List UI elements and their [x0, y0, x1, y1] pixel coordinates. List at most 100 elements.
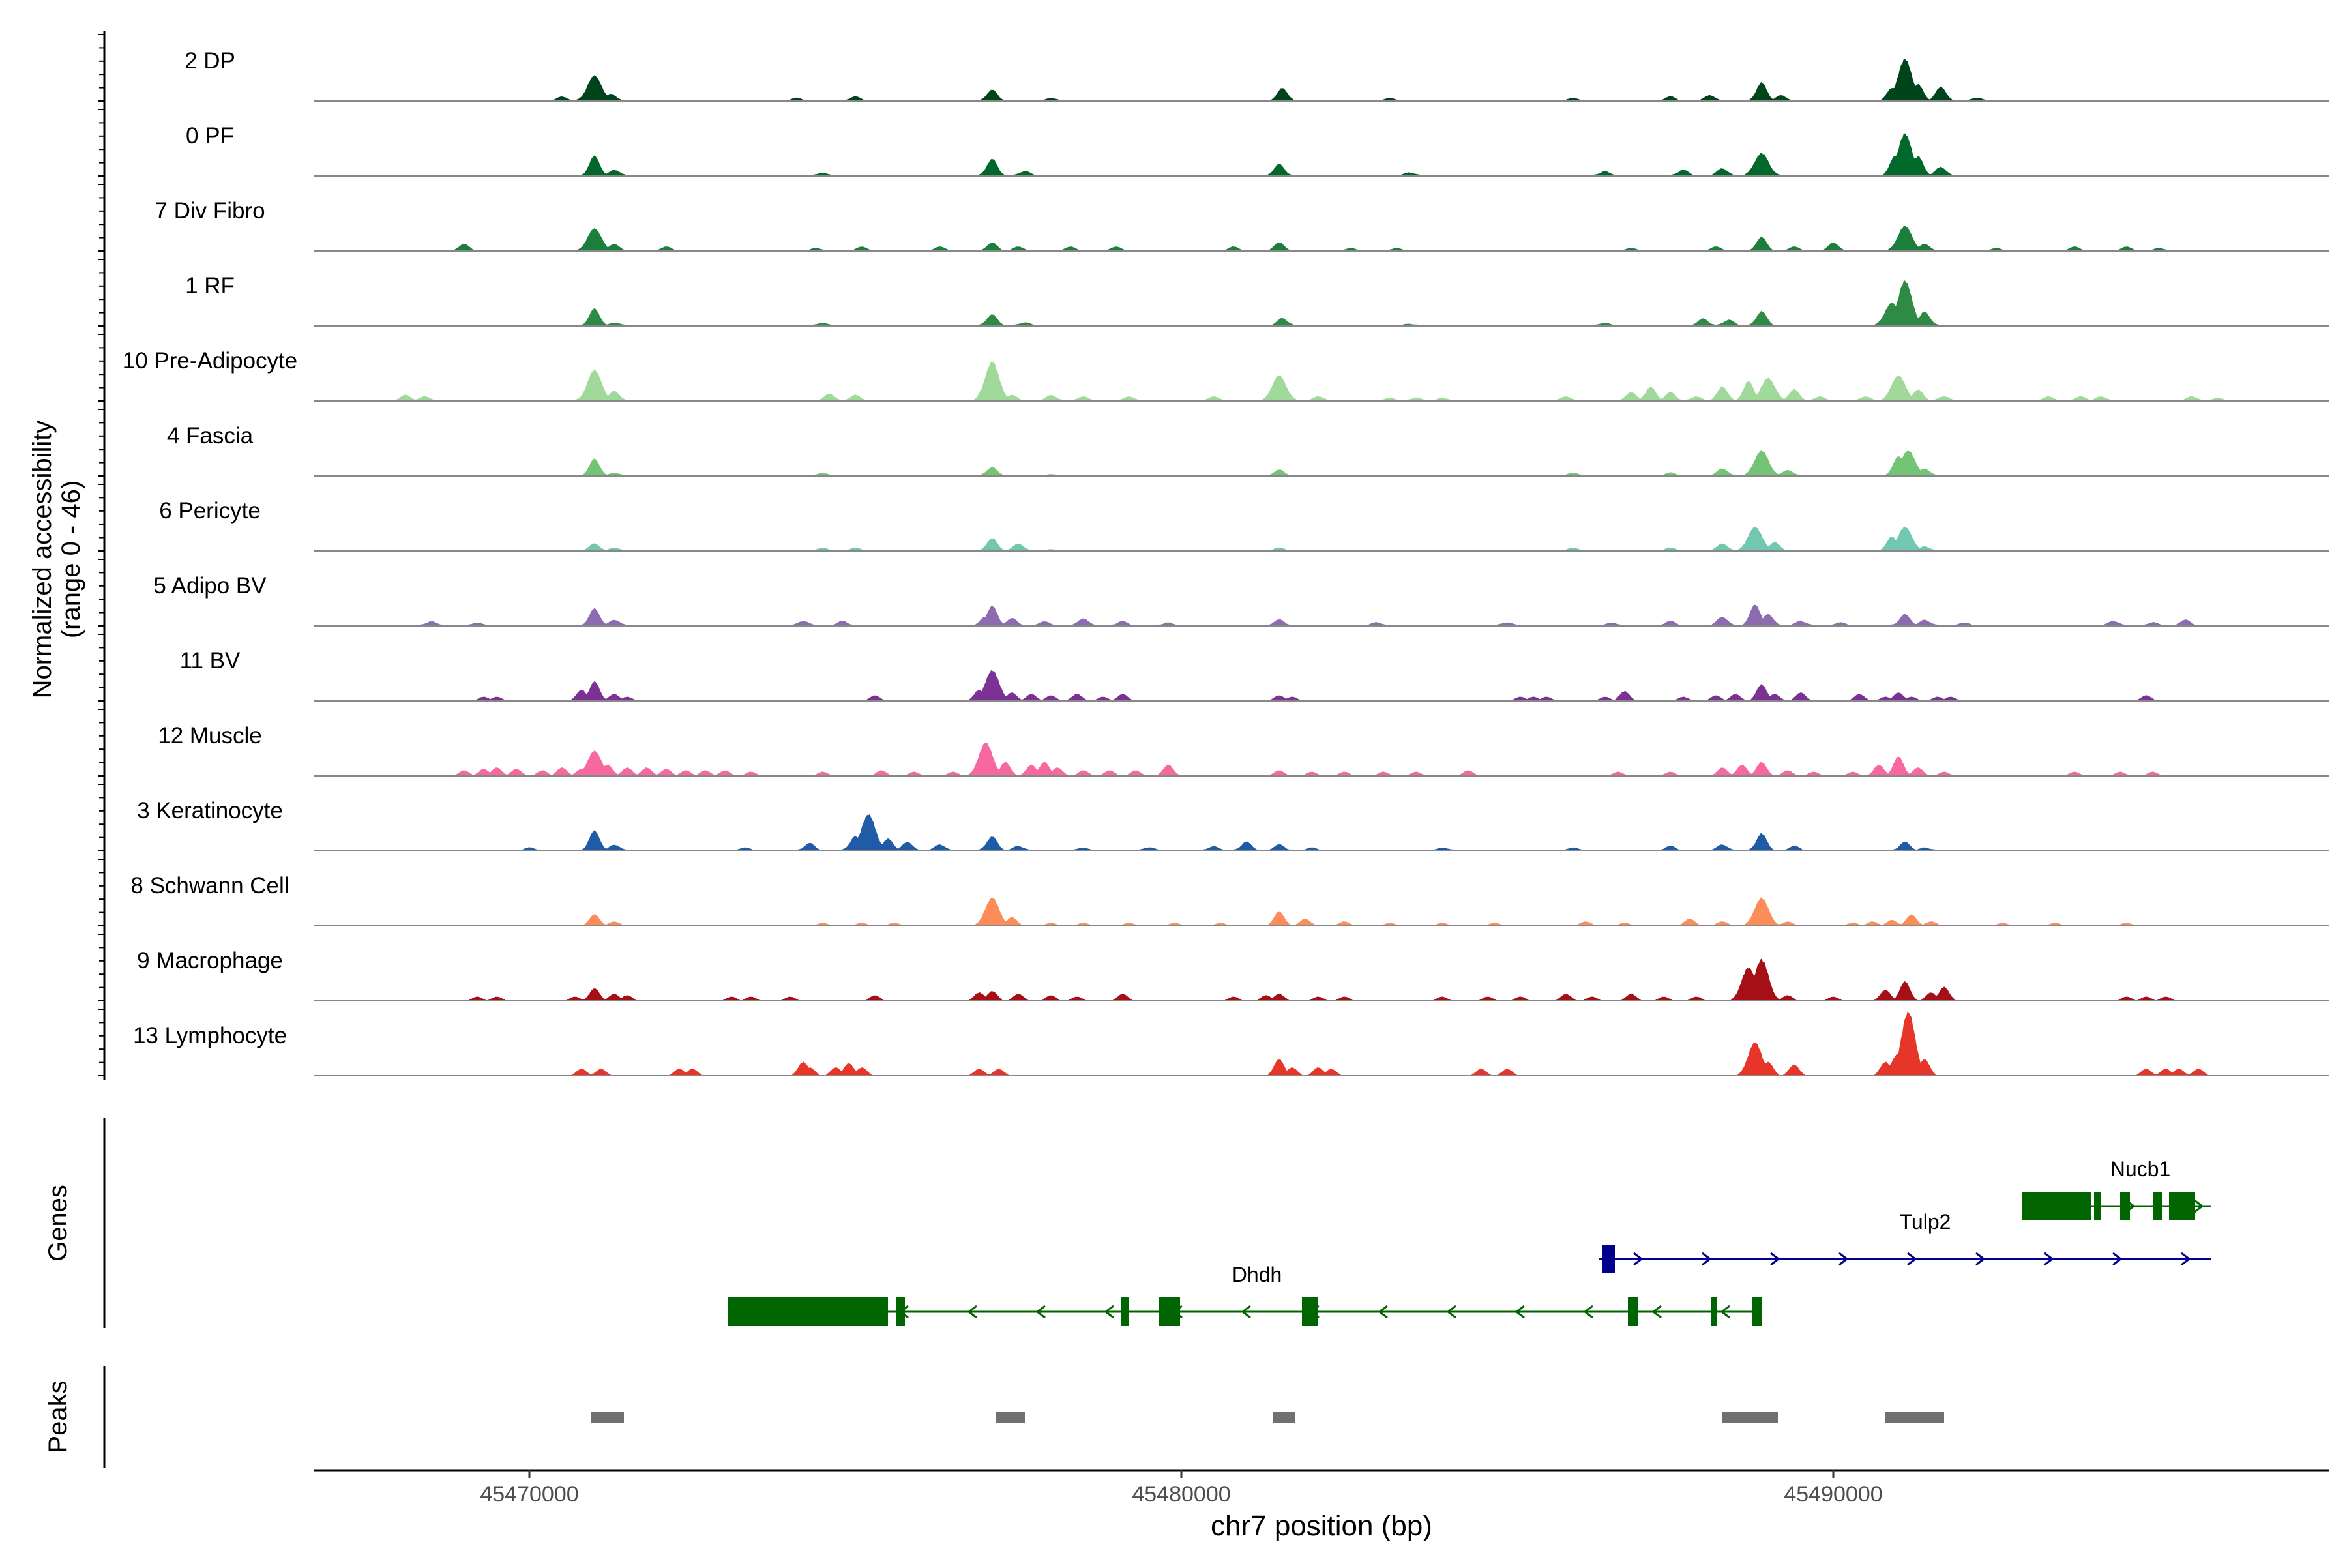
coverage-y-ticks [98, 34, 104, 1076]
peak-region [1722, 1412, 1778, 1423]
strand-arrow [1975, 1252, 1986, 1266]
strand-arrow [1770, 1252, 1780, 1266]
strand-arrow [1446, 1305, 1456, 1319]
track-label: 12 Muscle [158, 723, 262, 748]
track-8-schwann-cell [314, 897, 2329, 926]
track-label: 5 Adipo BV [153, 573, 267, 599]
gene-label: Dhdh [1232, 1263, 1282, 1286]
x-tick-label: 45480000 [1132, 1482, 1230, 1507]
gene-tulp2: Tulp2 [1599, 1210, 2211, 1273]
peak-region [591, 1412, 624, 1423]
strand-arrow [1514, 1305, 1525, 1319]
x-tick-label: 45470000 [480, 1482, 578, 1507]
gene-exon [896, 1297, 905, 1326]
strand-arrow [1907, 1252, 1917, 1266]
track-label: 2 DP [185, 48, 235, 74]
coverage-area [314, 670, 2329, 701]
gene-exon [1752, 1297, 1762, 1326]
coverage-tracks [314, 59, 2329, 1076]
track-label: 3 Keratinocyte [137, 798, 283, 823]
coverage-area [314, 897, 2329, 926]
track-11-bv [314, 670, 2329, 702]
coverage-area [314, 133, 2329, 176]
strand-arrow [2112, 1252, 2123, 1266]
coverage-area [314, 361, 2329, 401]
coverage-area [314, 226, 2329, 251]
strand-arrow [967, 1305, 977, 1319]
peak-track [591, 1412, 1944, 1423]
coverage-area [314, 1011, 2329, 1076]
track-5-adipo-bv [314, 604, 2329, 627]
track-12-muscle [314, 742, 2329, 777]
strand-arrow [2044, 1252, 2054, 1266]
gene-label: Tulp2 [1900, 1210, 1951, 1234]
strand-arrow [1104, 1305, 1114, 1319]
strand-arrow [1838, 1252, 1849, 1266]
track-4-fascia [314, 449, 2329, 477]
strand-arrow [1583, 1305, 1593, 1319]
gene-nucb1: Nucb1 [2022, 1157, 2211, 1220]
gene-dhdh: Dhdh [728, 1263, 1762, 1326]
coverage-area [314, 814, 2329, 851]
strand-arrow [1720, 1305, 1730, 1319]
gene-track: Nucb1 Tulp2 Dhdh [728, 1157, 2211, 1326]
gene-exon [1121, 1297, 1129, 1326]
peak-region [1885, 1412, 1944, 1423]
peak-region [996, 1412, 1025, 1423]
track-label: 13 Lymphocyte [133, 1023, 287, 1048]
track-label: 8 Schwann Cell [130, 873, 289, 898]
track-9-macrophage [314, 958, 2329, 1001]
track-label: 1 RF [185, 273, 235, 299]
strand-arrow [1702, 1252, 1712, 1266]
strand-arrow [1378, 1305, 1388, 1319]
genes-panel-label: Genes [44, 1185, 72, 1262]
strand-arrow [1651, 1305, 1662, 1319]
x-axis-ticks: 45470000 45480000 45490000 [480, 1470, 1883, 1507]
strand-arrow [1035, 1305, 1046, 1319]
coverage-area [314, 449, 2329, 476]
gene-exon [2153, 1192, 2162, 1220]
strand-arrow [2181, 1252, 2191, 1266]
gene-exon [2120, 1192, 2130, 1220]
track-label: 0 PF [186, 123, 234, 149]
y-axis-label-line1: Normalized accessibility [28, 421, 57, 699]
peaks-panel-label: Peaks [44, 1380, 72, 1453]
coverage-area [314, 604, 2329, 626]
track-13-lymphocyte [314, 1011, 2329, 1076]
coverage-area [314, 742, 2329, 776]
track-7-div-fibro [314, 226, 2329, 252]
strand-arrow [2194, 1199, 2204, 1213]
gene-exon [1628, 1297, 1638, 1326]
track-label: 4 Fascia [167, 423, 254, 449]
x-tick-label: 45490000 [1784, 1482, 1882, 1507]
coverage-area [314, 526, 2329, 551]
track-2-dp [314, 59, 2329, 102]
y-axis-label-line2: (range 0 - 46) [57, 481, 85, 638]
coverage-area [314, 958, 2329, 1001]
gene-exon [1159, 1297, 1180, 1326]
track-label: 11 BV [180, 648, 241, 673]
track-6-pericyte [314, 526, 2329, 552]
gene-exon [1602, 1245, 1615, 1273]
strand-arrow [1633, 1252, 1644, 1266]
gene-exon [1711, 1297, 1717, 1326]
track-labels: 2 DP 0 PF 7 Div Fibro 1 RF 10 Pre-Adipocyte 4… [123, 48, 297, 1048]
gene-exon [728, 1297, 888, 1326]
track-label: 6 Pericyte [159, 498, 261, 524]
peak-region [1273, 1412, 1295, 1423]
x-axis-label: chr7 position (bp) [1211, 1510, 1432, 1542]
track-label: 10 Pre-Adipocyte [123, 348, 297, 374]
strand-arrow [1241, 1305, 1251, 1319]
gene-exon [1302, 1297, 1318, 1326]
track-1-rf [314, 280, 2329, 327]
coverage-area [314, 280, 2329, 326]
track-3-keratinocyte [314, 814, 2329, 851]
gene-label: Nucb1 [2110, 1157, 2171, 1181]
track-label: 7 Div Fibro [155, 198, 265, 224]
gene-exon [2094, 1192, 2101, 1220]
gene-exon [2022, 1192, 2091, 1220]
track-10-pre-adipocyte [314, 361, 2329, 402]
coverage-area [314, 59, 2329, 101]
